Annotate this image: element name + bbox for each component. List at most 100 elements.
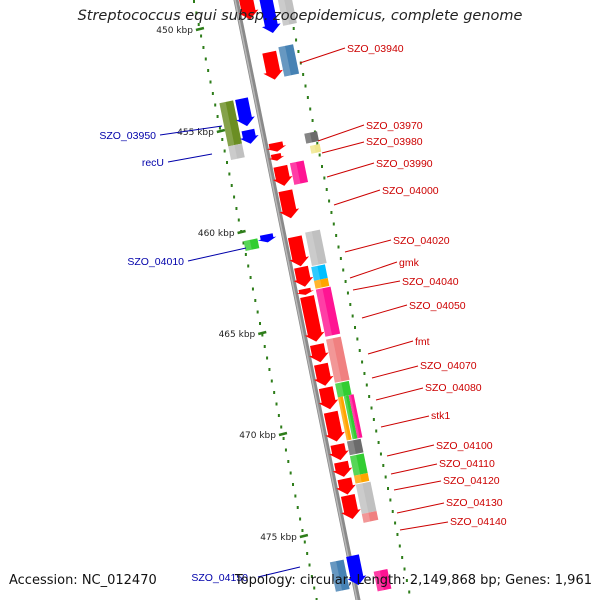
major-tick-mark xyxy=(278,431,288,437)
gene-block xyxy=(373,568,392,592)
gene-label-szo-04100[interactable]: SZO_04100 xyxy=(436,440,493,452)
gene-arrow xyxy=(258,0,281,34)
tick-dot xyxy=(195,11,198,15)
label-leader-line xyxy=(352,280,401,291)
major-tick-mark xyxy=(237,229,246,235)
genome-backbone xyxy=(233,0,361,600)
label-leader-line xyxy=(317,124,365,142)
tick-dot xyxy=(321,165,324,168)
gene-label-szo-04150[interactable]: SZO_04150 xyxy=(191,572,248,584)
tick-dot xyxy=(342,268,345,272)
gene-labels[interactable]: SZO_03940 SZO_03950 recU SZO_03970 SZO_03980… xyxy=(99,43,506,584)
label-leader-line xyxy=(361,304,408,319)
gene-label-recu[interactable]: recU xyxy=(142,157,164,169)
label-leader-line xyxy=(299,47,346,64)
gene-label-szo-04080[interactable]: SZO_04080 xyxy=(425,382,482,394)
tick-dot xyxy=(346,291,349,295)
tick-dot xyxy=(384,475,387,479)
tick-dot xyxy=(289,471,292,475)
gene-block-shade xyxy=(335,382,345,398)
tick-dot xyxy=(332,222,335,226)
gene-arrow xyxy=(309,343,329,363)
tick-dot xyxy=(354,326,357,329)
tick-dot xyxy=(251,287,254,291)
gene-label-szo-04070[interactable]: SZO_04070 xyxy=(420,360,477,372)
tick-dot xyxy=(200,34,203,38)
tick-label: 470 kbp xyxy=(239,431,276,441)
gene-label-fmt[interactable]: fmt xyxy=(415,336,430,348)
topology-text: Topology: circular; Length: 2,149,868 bp… xyxy=(234,573,592,588)
gene-block xyxy=(353,472,370,484)
gene-label-gmk[interactable]: gmk xyxy=(399,257,420,269)
major-tick-mark xyxy=(216,128,226,134)
tick-dot xyxy=(361,360,364,364)
tick-label: 475 kbp xyxy=(260,533,297,543)
gene-label-szo-03950[interactable]: SZO_03950 xyxy=(99,130,156,142)
gene-block-shade xyxy=(278,45,292,77)
tick-dot xyxy=(230,184,233,187)
tick-dot xyxy=(207,69,210,72)
tick-dot xyxy=(315,598,318,600)
gene-block xyxy=(329,559,350,592)
tick-dot xyxy=(344,280,347,283)
backbone-line xyxy=(233,0,361,600)
gene-label-szo-04110[interactable]: SZO_04110 xyxy=(439,458,495,470)
gene-arrow xyxy=(340,494,361,519)
major-tick-mark xyxy=(299,533,309,539)
label-leader-line xyxy=(380,415,430,428)
tick-dot xyxy=(273,391,276,394)
label-leader-line xyxy=(375,387,424,401)
gene-block xyxy=(278,44,300,77)
gene-label-szo-04120[interactable]: SZO_04120 xyxy=(443,475,500,487)
gene-block xyxy=(343,395,358,440)
gene-label-szo-04040[interactable]: SZO_04040 xyxy=(402,276,459,288)
gene-label-stk1[interactable]: stk1 xyxy=(431,410,450,422)
tick-dot xyxy=(370,406,373,410)
tick-dot xyxy=(349,303,352,306)
tick-dot xyxy=(266,356,269,360)
gene-label-szo-04140[interactable]: SZO_04140 xyxy=(450,516,507,528)
gene-block xyxy=(305,229,327,266)
gene-block-shade xyxy=(353,474,362,484)
gene-label-szo-03970[interactable]: SZO_03970 xyxy=(366,120,423,132)
gene-block-shade xyxy=(276,0,290,26)
gene-label-szo-04130[interactable]: SZO_04130 xyxy=(446,497,503,509)
gene-label-szo-04020[interactable]: SZO_04020 xyxy=(393,235,450,247)
tick-dot xyxy=(306,552,309,555)
tick-dot xyxy=(299,517,302,521)
tick-dot xyxy=(375,429,378,433)
tick-dot xyxy=(379,452,382,456)
gene-block xyxy=(309,143,322,154)
label-leader-line xyxy=(333,189,381,206)
gene-block-shade xyxy=(289,162,301,185)
label-leader-line xyxy=(393,480,442,491)
gene-label-szo-03980[interactable]: SZO_03980 xyxy=(366,136,423,148)
gene-arrow xyxy=(293,265,314,287)
tick-dot xyxy=(216,115,219,118)
tick-dot xyxy=(263,345,266,348)
tick-dot xyxy=(303,540,306,544)
tick-dots: 450 kbp 455 kbp 460 kbp 465 kbp 470 kbp 475 k… xyxy=(156,0,411,600)
gene-label-szo-03990[interactable]: SZO_03990 xyxy=(376,158,433,170)
tick-dot xyxy=(295,38,298,42)
gene-block-shade xyxy=(361,512,371,523)
tick-dot xyxy=(297,50,300,53)
gene-block-shade xyxy=(348,394,360,439)
tick-dot xyxy=(351,314,354,318)
gene-label-szo-03940[interactable]: SZO_03940 xyxy=(347,43,404,55)
tick-dot xyxy=(365,383,368,387)
gene-arrow xyxy=(313,362,334,386)
gene-arrow xyxy=(336,477,356,495)
tick-dot xyxy=(270,379,273,383)
gene-label-szo-04010[interactable]: SZO_04010 xyxy=(127,256,184,268)
gene-block-shade xyxy=(314,279,322,289)
gene-label-szo-04050[interactable]: SZO_04050 xyxy=(409,300,466,312)
label-leader-line xyxy=(386,444,435,457)
tick-dot xyxy=(389,498,392,502)
gene-label-szo-04000[interactable]: SZO_04000 xyxy=(382,185,439,197)
tick-dot xyxy=(318,153,321,157)
tick-dot xyxy=(268,368,271,371)
tick-dot xyxy=(228,172,231,176)
